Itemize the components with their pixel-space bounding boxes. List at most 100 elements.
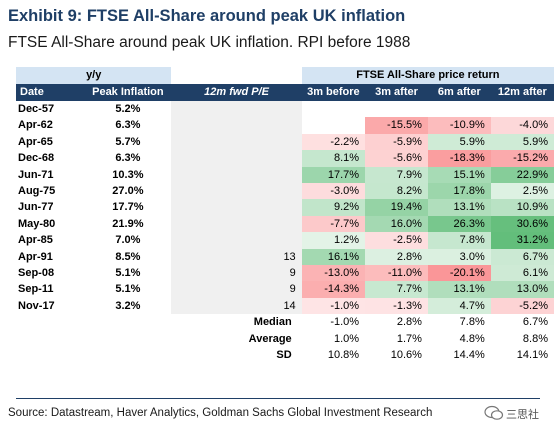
stats-m12a: 8.8% xyxy=(522,332,548,345)
row-peak-inflation: 8.5% xyxy=(115,250,141,263)
row-peak-inflation: 10.3% xyxy=(112,168,144,181)
row-date: Dec-57 xyxy=(18,103,55,115)
col-header-date: Date xyxy=(16,84,85,101)
stats-row: Median -1.0% 2.8% 7.8% 6.7% xyxy=(16,314,554,330)
row-m6a: 13.1% xyxy=(427,281,491,298)
row-peak-inflation: 5.1% xyxy=(115,267,141,280)
row-date: Dec-68 xyxy=(18,152,55,165)
row-peak-inflation: 27.0% xyxy=(112,185,144,198)
row-m6a: 13.1% xyxy=(427,199,491,216)
row-m3a: -2.5% xyxy=(365,232,428,249)
chat-bubble-icon xyxy=(484,405,504,420)
row-m3a: 7.7% xyxy=(365,281,428,298)
row-pe xyxy=(171,183,302,200)
row-m12a: -4.0% xyxy=(490,117,554,134)
watermark-text: 三思社 xyxy=(506,409,539,421)
stats-m3a: 1.7% xyxy=(396,332,422,345)
stats-m6a: 4.8% xyxy=(459,332,485,345)
row-m12a xyxy=(491,101,554,117)
row-m3a: -11.0% xyxy=(365,265,428,282)
row-peak-inflation: 6.3% xyxy=(115,152,141,165)
row-pe xyxy=(171,133,302,151)
stats-m3b: 1.0% xyxy=(333,332,360,345)
stats-spacer xyxy=(16,314,171,330)
row-m12a: 6.1% xyxy=(490,265,554,282)
row-peak-inflation: 21.9% xyxy=(112,217,144,230)
row-m12a: 10.9% xyxy=(490,199,554,216)
row-m3a: 8.2% xyxy=(365,183,428,200)
row-m3b: 9.2% xyxy=(301,199,366,216)
table-row: Jun-71 10.3% 17.7% 7.9% 15.1% 22.9% xyxy=(16,166,554,184)
stats-m3b: 10.8% xyxy=(327,349,360,362)
row-m12a: 13.0% xyxy=(490,281,554,298)
row-m3b xyxy=(302,101,365,117)
table-row: Nov-17 3.2% 14 -1.0% -1.3% 4.7% -5.2% xyxy=(16,297,554,315)
row-m12a: 6.7% xyxy=(490,248,554,266)
row-m3a: 7.9% xyxy=(365,166,428,184)
row-m6a: 3.0% xyxy=(427,248,491,266)
row-peak-inflation: 5.1% xyxy=(115,283,141,296)
table-row: Sep-11 5.1% 9 -14.3% 7.7% 13.1% 13.0% xyxy=(16,281,554,298)
row-m12a: 2.5% xyxy=(490,183,554,200)
row-m12a: 30.6% xyxy=(490,215,554,233)
exhibit-subtitle: FTSE All-Share around peak UK inflation.… xyxy=(8,34,411,51)
row-peak-inflation: 5.2% xyxy=(115,103,141,115)
row-m3a: 19.4% xyxy=(365,199,428,216)
col-header-6m-after: 6m after xyxy=(427,84,491,101)
table-row: Dec-57 5.2% xyxy=(16,101,554,118)
row-m3a: 2.8% xyxy=(365,248,428,266)
row-m3b: 8.1% xyxy=(301,150,366,167)
row-m3b: -7.7% xyxy=(301,215,366,233)
row-pe: 9 xyxy=(171,265,302,282)
stats-label: SD xyxy=(276,349,292,362)
stats-spacer xyxy=(16,347,171,363)
row-peak-inflation: 17.7% xyxy=(112,201,144,214)
row-m6a: -18.3% xyxy=(427,150,491,167)
row-m3b: -14.3% xyxy=(301,281,366,298)
row-pe xyxy=(171,199,302,216)
table-group-header-row: y/y FTSE All-Share price return xyxy=(16,67,554,84)
row-date: Aug-75 xyxy=(18,185,56,198)
col-header-3m-before: 3m before xyxy=(301,84,366,101)
row-pe xyxy=(171,232,302,249)
row-pe xyxy=(171,215,302,233)
exhibit-title: Exhibit 9: FTSE All-Share around peak UK… xyxy=(8,7,406,25)
row-date: May-80 xyxy=(18,217,56,230)
row-m3b: 1.2% xyxy=(301,232,366,249)
table-row: Apr-65 5.7% -2.2% -5.9% 5.9% 5.9% xyxy=(16,133,554,151)
table-column-header-row: Date Peak Inflation 12m fwd P/E 3m befor… xyxy=(16,84,554,101)
row-m6a xyxy=(428,101,491,117)
row-m3b: -13.0% xyxy=(301,265,366,282)
row-m6a: 26.3% xyxy=(427,215,491,233)
row-pe: 14 xyxy=(171,297,302,315)
row-pe xyxy=(171,150,302,167)
row-m3a: -1.3% xyxy=(365,297,428,315)
row-m6a: 4.7% xyxy=(427,297,491,315)
stats-label: Median xyxy=(253,316,292,329)
returns-table: y/y FTSE All-Share price return Date Pea… xyxy=(16,67,554,364)
row-date: Sep-11 xyxy=(18,283,54,296)
row-m3b: -3.0% xyxy=(301,183,366,200)
row-date: Apr-62 xyxy=(18,119,53,132)
source-note: Source: Datastream, Haver Analytics, Gol… xyxy=(8,407,433,419)
row-date: Sep-08 xyxy=(18,267,55,280)
row-m3b: 17.7% xyxy=(301,166,366,184)
stats-spacer xyxy=(16,331,171,347)
row-m12a: 5.9% xyxy=(490,133,554,151)
stats-m12a: 6.7% xyxy=(522,316,548,329)
row-pe: 13 xyxy=(171,248,302,266)
row-date: Nov-17 xyxy=(18,299,55,312)
row-m3a xyxy=(365,101,428,117)
row-m12a: 22.9% xyxy=(490,166,554,184)
table-row: Dec-68 6.3% 8.1% -5.6% -18.3% -15.2% xyxy=(16,150,554,167)
row-peak-inflation: 5.7% xyxy=(115,135,141,148)
stats-m6a: 14.4% xyxy=(453,349,485,362)
row-peak-inflation: 7.0% xyxy=(115,234,141,247)
table-row: Apr-91 8.5% 13 16.1% 2.8% 3.0% 6.7% xyxy=(16,248,554,266)
footer-divider xyxy=(16,398,540,399)
stats-m6a: 7.8% xyxy=(459,316,485,329)
table-row: May-80 21.9% -7.7% 16.0% 26.3% 30.6% xyxy=(16,215,554,233)
row-pe xyxy=(171,166,302,184)
stats-row: SD 10.8% 10.6% 14.4% 14.1% xyxy=(16,347,554,363)
row-m3b: -2.2% xyxy=(301,133,366,151)
